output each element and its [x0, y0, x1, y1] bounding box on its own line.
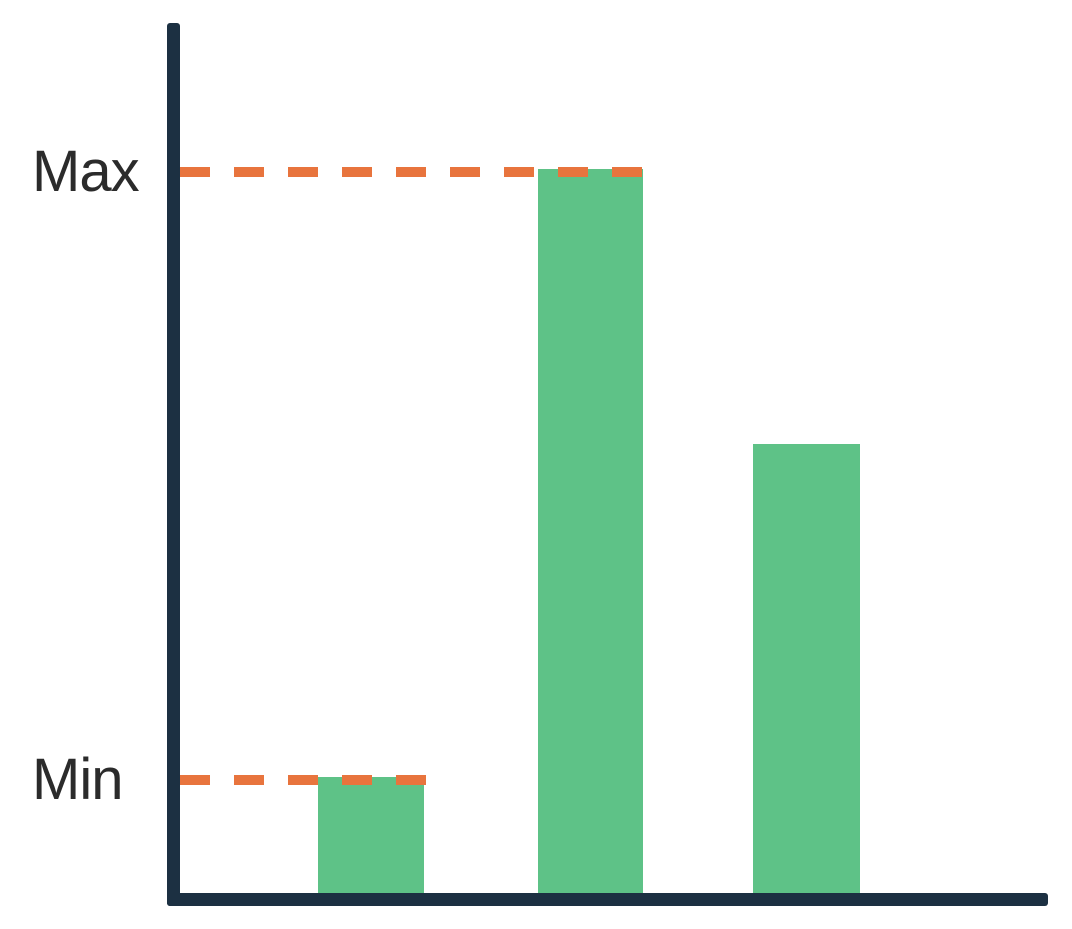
max-label: Max: [32, 139, 140, 204]
bar: [753, 444, 860, 893]
min-label: Min: [32, 747, 123, 812]
min-dashed-line: [180, 775, 426, 785]
max-dashed-line: [180, 167, 646, 177]
bar: [318, 777, 424, 893]
x-axis: [167, 893, 1048, 906]
bar: [538, 169, 643, 893]
y-axis: [167, 23, 180, 906]
